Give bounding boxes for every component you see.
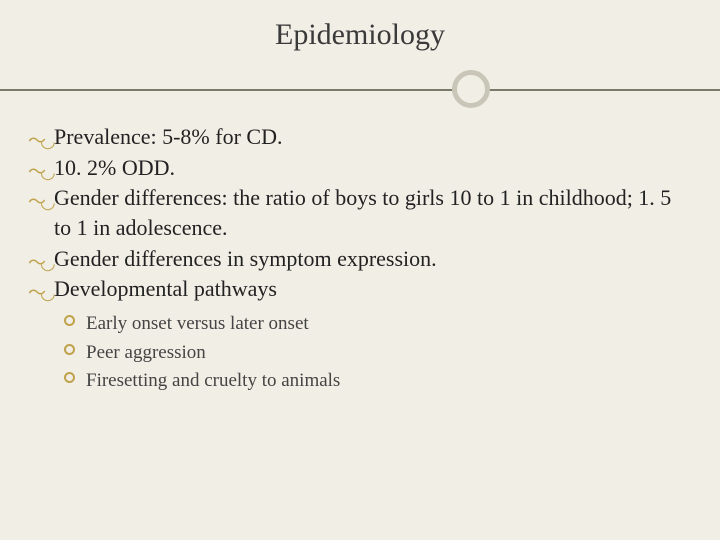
circle-bullet-icon	[64, 344, 75, 355]
sub-bullet-peer: Peer aggression	[64, 339, 692, 368]
swirl-bullet-icon: ～◡	[28, 160, 50, 184]
main-bullet-list: ～◡ Prevalence: 5-8% for CD. ～◡ 10. 2% OD…	[28, 122, 692, 304]
swirl-bullet-icon: ～◡	[28, 251, 50, 275]
sub-bullet-text: Firesetting and cruelty to animals	[86, 370, 340, 391]
bullet-text: 10. 2% ODD.	[54, 155, 175, 180]
sub-bullet-onset: Early onset versus later onset	[64, 310, 692, 339]
bullet-gender-ratio: ～◡ Gender differences: the ratio of boys…	[28, 183, 692, 242]
divider-circle-icon	[452, 70, 490, 108]
sub-bullet-list: Early onset versus later onset Peer aggr…	[28, 310, 692, 396]
slide-container: Epidemiology ～◡ Prevalence: 5-8% for CD.…	[0, 0, 720, 540]
bullet-text: Gender differences in symptom expression…	[54, 246, 437, 271]
circle-bullet-icon	[64, 372, 75, 383]
bullet-prevalence: ～◡ Prevalence: 5-8% for CD.	[28, 122, 692, 152]
bullet-gender-symptom: ～◡ Gender differences in symptom express…	[28, 244, 692, 274]
content-area: ～◡ Prevalence: 5-8% for CD. ～◡ 10. 2% OD…	[0, 110, 720, 396]
sub-bullet-firesetting: Firesetting and cruelty to animals	[64, 367, 692, 396]
swirl-bullet-icon: ～◡	[28, 129, 50, 153]
sub-bullet-text: Peer aggression	[86, 342, 206, 363]
slide-title: Epidemiology	[0, 0, 720, 52]
circle-bullet-icon	[64, 315, 75, 326]
title-divider	[0, 70, 720, 110]
swirl-bullet-icon: ～◡	[28, 190, 50, 214]
bullet-text: Prevalence: 5-8% for CD.	[54, 124, 282, 149]
bullet-developmental: ～◡ Developmental pathways	[28, 274, 692, 304]
swirl-bullet-icon: ～◡	[28, 281, 50, 305]
bullet-odd: ～◡ 10. 2% ODD.	[28, 153, 692, 183]
bullet-text: Developmental pathways	[54, 276, 277, 301]
bullet-text: Gender differences: the ratio of boys to…	[54, 185, 671, 240]
sub-bullet-text: Early onset versus later onset	[86, 313, 309, 334]
divider-line	[0, 89, 720, 91]
